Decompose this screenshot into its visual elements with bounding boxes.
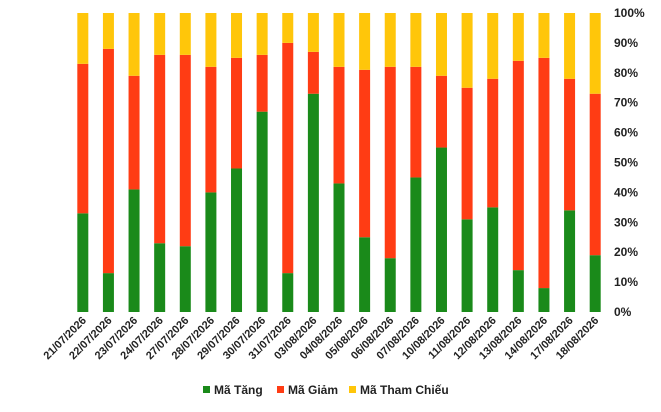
bar-segment-3-16 (461, 13, 473, 88)
bar-segment-1-6 (205, 192, 217, 312)
y-tick-label: 80% (614, 66, 638, 80)
legend-label-2: Mã Giảm (288, 383, 338, 397)
bar-segment-3-12 (359, 13, 371, 70)
y-tick-label: 100% (614, 6, 645, 20)
bar-segment-3-9 (282, 13, 294, 43)
y-tick-label: 40% (614, 185, 638, 199)
bar-segment-3-20 (564, 13, 576, 79)
bar-segment-1-19 (538, 288, 550, 312)
bar-segment-1-16 (461, 219, 473, 312)
bar-segment-2-12 (359, 69, 371, 238)
bar-segment-1-7 (231, 168, 243, 312)
bar-segment-3-19 (538, 13, 550, 58)
bar-segment-1-13 (384, 258, 396, 312)
y-tick-label: 0% (614, 305, 632, 319)
bar-segment-2-11 (333, 66, 345, 184)
bar-segment-2-10 (307, 51, 319, 94)
bar-segment-1-3 (128, 189, 140, 312)
bar-segment-3-18 (512, 13, 524, 61)
y-tick-label: 20% (614, 245, 638, 259)
y-tick-label: 10% (614, 275, 638, 289)
legend-swatch-2 (277, 386, 284, 393)
bar-segment-2-14 (410, 66, 422, 178)
legend: Mã Tăng Mã Giảm Mã Tham Chiếu (203, 383, 449, 397)
y-axis: 0% 10% 20% 30% 40% 50% 60% 70% 80% 90% 100% (614, 6, 645, 319)
bar-segment-1-4 (154, 243, 166, 312)
bar-segment-1-17 (487, 207, 499, 312)
legend-label-3: Mã Tham Chiếu (360, 383, 449, 397)
bar-segment-2-6 (205, 66, 217, 193)
bar-segment-1-8 (256, 111, 268, 312)
bar-segment-1-9 (282, 273, 294, 312)
bar-segment-1-11 (333, 183, 345, 312)
bar-segment-2-13 (384, 66, 396, 259)
y-tick-label: 30% (614, 215, 638, 229)
bar-segment-1-20 (564, 210, 576, 312)
y-tick-label: 70% (614, 96, 638, 110)
bar-segment-2-8 (256, 54, 268, 112)
bar-segment-3-13 (384, 13, 396, 67)
bar-segment-3-2 (102, 13, 114, 49)
bar-segment-3-17 (487, 13, 499, 79)
bar-segment-2-20 (564, 78, 576, 211)
bar-segment-3-7 (231, 13, 243, 58)
bar-segment-1-2 (102, 273, 114, 312)
bar-segment-3-4 (154, 13, 166, 55)
bar-segment-2-19 (538, 57, 550, 289)
bars-layer (77, 13, 601, 312)
bar-segment-2-2 (102, 48, 114, 274)
bar-segment-2-17 (487, 78, 499, 208)
bar-segment-2-1 (77, 63, 89, 214)
bar-segment-3-14 (410, 13, 422, 67)
bar-segment-2-18 (512, 60, 524, 271)
bar-segment-1-15 (435, 147, 447, 312)
bar-segment-2-9 (282, 42, 294, 274)
bar-segment-1-18 (512, 270, 524, 312)
bar-segment-1-21 (589, 255, 601, 312)
y-tick-label: 90% (614, 36, 638, 50)
bar-segment-3-1 (77, 13, 89, 64)
bar-segment-3-15 (435, 13, 447, 76)
bar-segment-2-15 (435, 75, 447, 148)
y-tick-label: 60% (614, 126, 638, 140)
bar-segment-3-3 (128, 13, 140, 76)
bar-segment-2-4 (154, 54, 166, 244)
bar-segment-2-21 (589, 93, 601, 256)
bar-segment-2-5 (179, 54, 191, 247)
bar-segment-2-3 (128, 75, 140, 190)
legend-swatch-3 (349, 386, 356, 393)
bar-segment-3-8 (256, 13, 268, 55)
bar-segment-2-7 (231, 57, 243, 169)
bar-segment-1-14 (410, 177, 422, 312)
legend-label-1: Mã Tăng (214, 383, 263, 397)
y-tick-label: 50% (614, 156, 638, 170)
bar-segment-1-1 (77, 213, 89, 312)
bar-segment-2-16 (461, 87, 473, 220)
bar-segment-3-10 (307, 13, 319, 52)
bar-segment-1-5 (179, 246, 191, 312)
bar-segment-3-5 (179, 13, 191, 55)
legend-swatch-1 (203, 386, 210, 393)
x-axis: 21/07/202622/07/202623/07/202624/07/2026… (42, 315, 602, 362)
bar-segment-3-6 (205, 13, 217, 67)
bar-segment-3-11 (333, 13, 345, 67)
bar-segment-1-10 (307, 93, 319, 312)
bar-segment-1-12 (359, 237, 371, 312)
bar-segment-3-21 (589, 13, 601, 94)
